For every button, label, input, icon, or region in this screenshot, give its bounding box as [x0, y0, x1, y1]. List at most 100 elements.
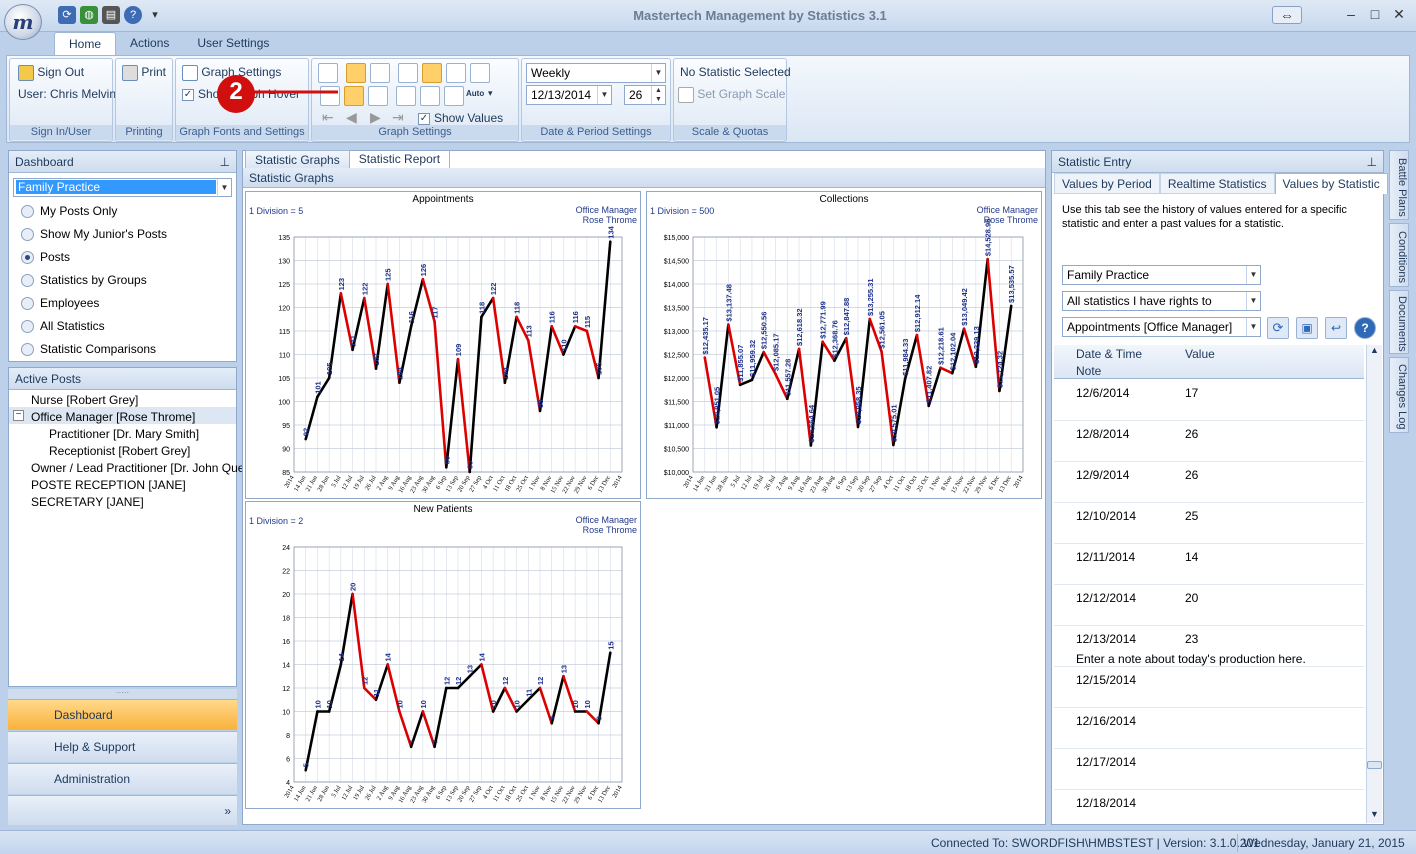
tab-user-settings[interactable]: User Settings [197, 36, 270, 50]
landscape-icon[interactable] [422, 63, 442, 83]
date-picker[interactable]: 12/13/2014 ▼ [526, 85, 612, 105]
fit-height-icon[interactable] [446, 63, 466, 83]
nav-dashboard[interactable]: Dashboard [8, 699, 237, 730]
row-date[interactable]: 12/16/2014 [1076, 714, 1137, 728]
scroll-down-icon[interactable]: ▼ [1370, 809, 1379, 819]
qat-dropdown-icon[interactable]: ▾ [152, 9, 158, 21]
table-row[interactable]: 12/17/2014 [1054, 749, 1364, 790]
post-item[interactable]: Nurse [Robert Grey] [31, 393, 139, 407]
post-item[interactable]: POSTE RECEPTION [JANE] [31, 478, 186, 492]
tab-actions[interactable]: Actions [130, 36, 170, 50]
entry-filter-select[interactable]: All statistics I have rights to ▼ [1062, 291, 1261, 311]
page-icon[interactable] [398, 63, 418, 83]
graph-collections[interactable]: Collections 1 Division = 500 Office Mana… [646, 191, 1042, 499]
row-value[interactable]: 17 [1185, 386, 1199, 400]
view-option-radio[interactable]: Posts [21, 250, 70, 265]
table-row[interactable]: 12/13/2014 23 Enter a note about today's p… [1054, 626, 1364, 667]
auto-dropdown-icon[interactable]: ▾ [488, 88, 493, 98]
prev-icon[interactable]: ◀ [346, 109, 357, 125]
row-value[interactable]: 14 [1185, 550, 1199, 564]
auto-button[interactable]: Auto [466, 89, 485, 98]
layout2-icon[interactable] [344, 86, 364, 106]
entry-stat-select[interactable]: Appointments [Office Manager] ▼ [1062, 317, 1261, 337]
tab-changes-log[interactable]: Changes Log [1389, 357, 1409, 433]
col-value[interactable]: Value [1185, 347, 1215, 361]
layout3-icon[interactable] [368, 86, 388, 106]
graph-new-patients[interactable]: New Patients 1 Division = 2 Office Manag… [245, 501, 641, 809]
row-date[interactable]: 12/17/2014 [1076, 755, 1137, 769]
table-row[interactable]: 12/10/2014 25 [1054, 503, 1364, 544]
refresh-icon[interactable]: ⟳ [58, 6, 76, 24]
period-count-stepper[interactable]: 26 ▲ ▼ [624, 85, 666, 105]
row-date[interactable]: 12/12/2014 [1076, 591, 1137, 605]
tab-realtime[interactable]: Realtime Statistics [1159, 173, 1275, 194]
view-option-radio[interactable]: My Posts Only [21, 204, 117, 219]
row-note[interactable]: Enter a note about today's production he… [1076, 652, 1306, 666]
table-row[interactable]: 12/11/2014 14 [1054, 544, 1364, 585]
pin-icon[interactable]: ⊥ [219, 155, 230, 169]
close-button[interactable]: ✕ [1393, 6, 1405, 22]
row-value[interactable]: 20 [1185, 591, 1199, 605]
row-date[interactable]: 12/15/2014 [1076, 673, 1137, 687]
chevron-double-down-icon[interactable]: » [224, 804, 231, 818]
print-button[interactable]: Print [122, 65, 166, 81]
scroll-up-icon[interactable]: ▲ [1370, 345, 1379, 355]
tab-values-by-period[interactable]: Values by Period [1054, 173, 1160, 194]
post-item[interactable]: Office Manager [Rose Throme] [31, 410, 196, 424]
tab-home[interactable]: Home [54, 32, 117, 56]
refresh-icon[interactable]: ⟳ [1267, 317, 1289, 339]
post-item[interactable]: SECRETARY [JANE] [31, 495, 144, 509]
first-icon[interactable]: ⇤ [322, 109, 334, 125]
undo-icon[interactable]: ↩ [1325, 317, 1347, 339]
row-date[interactable]: 12/10/2014 [1076, 509, 1137, 523]
view-option-radio[interactable]: Employees [21, 296, 99, 311]
layout5-icon[interactable] [420, 86, 440, 106]
set-scale-button[interactable]: Set Graph Scale [678, 87, 785, 103]
col-date[interactable]: Date & Time [1076, 347, 1143, 361]
sign-out-button[interactable]: Sign Out [18, 65, 84, 81]
post-item[interactable]: Practitioner [Dr. Mary Smith] [49, 427, 200, 441]
view-option-radio[interactable]: Statistics by Groups [21, 273, 147, 288]
printer-icon[interactable]: ▤ [102, 6, 120, 24]
layout6-icon[interactable] [444, 86, 464, 106]
entry-org-select[interactable]: Family Practice ▼ [1062, 265, 1261, 285]
app-logo[interactable]: m [4, 4, 42, 40]
row-value[interactable]: 26 [1185, 427, 1199, 441]
row-date[interactable]: 12/13/2014 [1076, 632, 1137, 646]
row-date[interactable]: 12/18/2014 [1076, 796, 1137, 810]
graph-appointments[interactable]: Appointments 1 Division = 5 Office Manag… [245, 191, 641, 499]
table-row[interactable]: 12/8/2014 26 [1054, 421, 1364, 462]
tab-conditions[interactable]: Conditions [1389, 223, 1409, 287]
tab-battle-plans[interactable]: Battle Plans [1389, 150, 1409, 220]
collapse-icon[interactable]: − [13, 410, 24, 421]
maximize-button[interactable]: □ [1370, 6, 1380, 22]
row-value[interactable]: 23 [1185, 632, 1199, 646]
help-icon[interactable]: ? [124, 6, 142, 24]
period-select[interactable]: Weekly ▼ [526, 63, 666, 83]
table-row[interactable]: 12/9/2014 26 [1054, 462, 1364, 503]
last-icon[interactable]: ⇥ [392, 109, 404, 125]
view-option-radio[interactable]: Statistic Comparisons [21, 342, 156, 357]
post-item[interactable]: Owner / Lead Practitioner [Dr. John Que] [31, 461, 248, 475]
view-option-radio[interactable]: All Statistics [21, 319, 105, 334]
row-date[interactable]: 12/6/2014 [1076, 386, 1130, 400]
table-row[interactable]: 12/18/2014 [1054, 790, 1364, 831]
splitter-grip-icon[interactable]: ····· [8, 689, 237, 699]
row-value[interactable]: 26 [1185, 468, 1199, 482]
org-select[interactable]: Family Practice ▼ [13, 178, 232, 197]
table-row[interactable]: 12/15/2014 [1054, 667, 1364, 708]
fit-all-icon[interactable] [470, 63, 490, 83]
scroll-thumb[interactable] [1367, 761, 1382, 769]
tab-statistic-graphs[interactable]: Statistic Graphs [245, 150, 350, 168]
layout4-icon[interactable] [396, 86, 416, 106]
save-icon[interactable]: ▣ [1296, 317, 1318, 339]
globe-icon[interactable]: ◍ [80, 6, 98, 24]
view-option-radio[interactable]: Show My Junior's Posts [21, 227, 167, 242]
scale-edit-icon[interactable] [346, 63, 366, 83]
tab-documents[interactable]: Documents [1389, 290, 1409, 354]
help-icon[interactable]: ? [1354, 317, 1376, 339]
graph-settings-button[interactable]: Graph Settings [182, 65, 281, 81]
row-date[interactable]: 12/8/2014 [1076, 427, 1130, 441]
post-item[interactable]: Receptionist [Robert Grey] [49, 444, 191, 458]
tab-statistic-report[interactable]: Statistic Report [350, 150, 451, 168]
